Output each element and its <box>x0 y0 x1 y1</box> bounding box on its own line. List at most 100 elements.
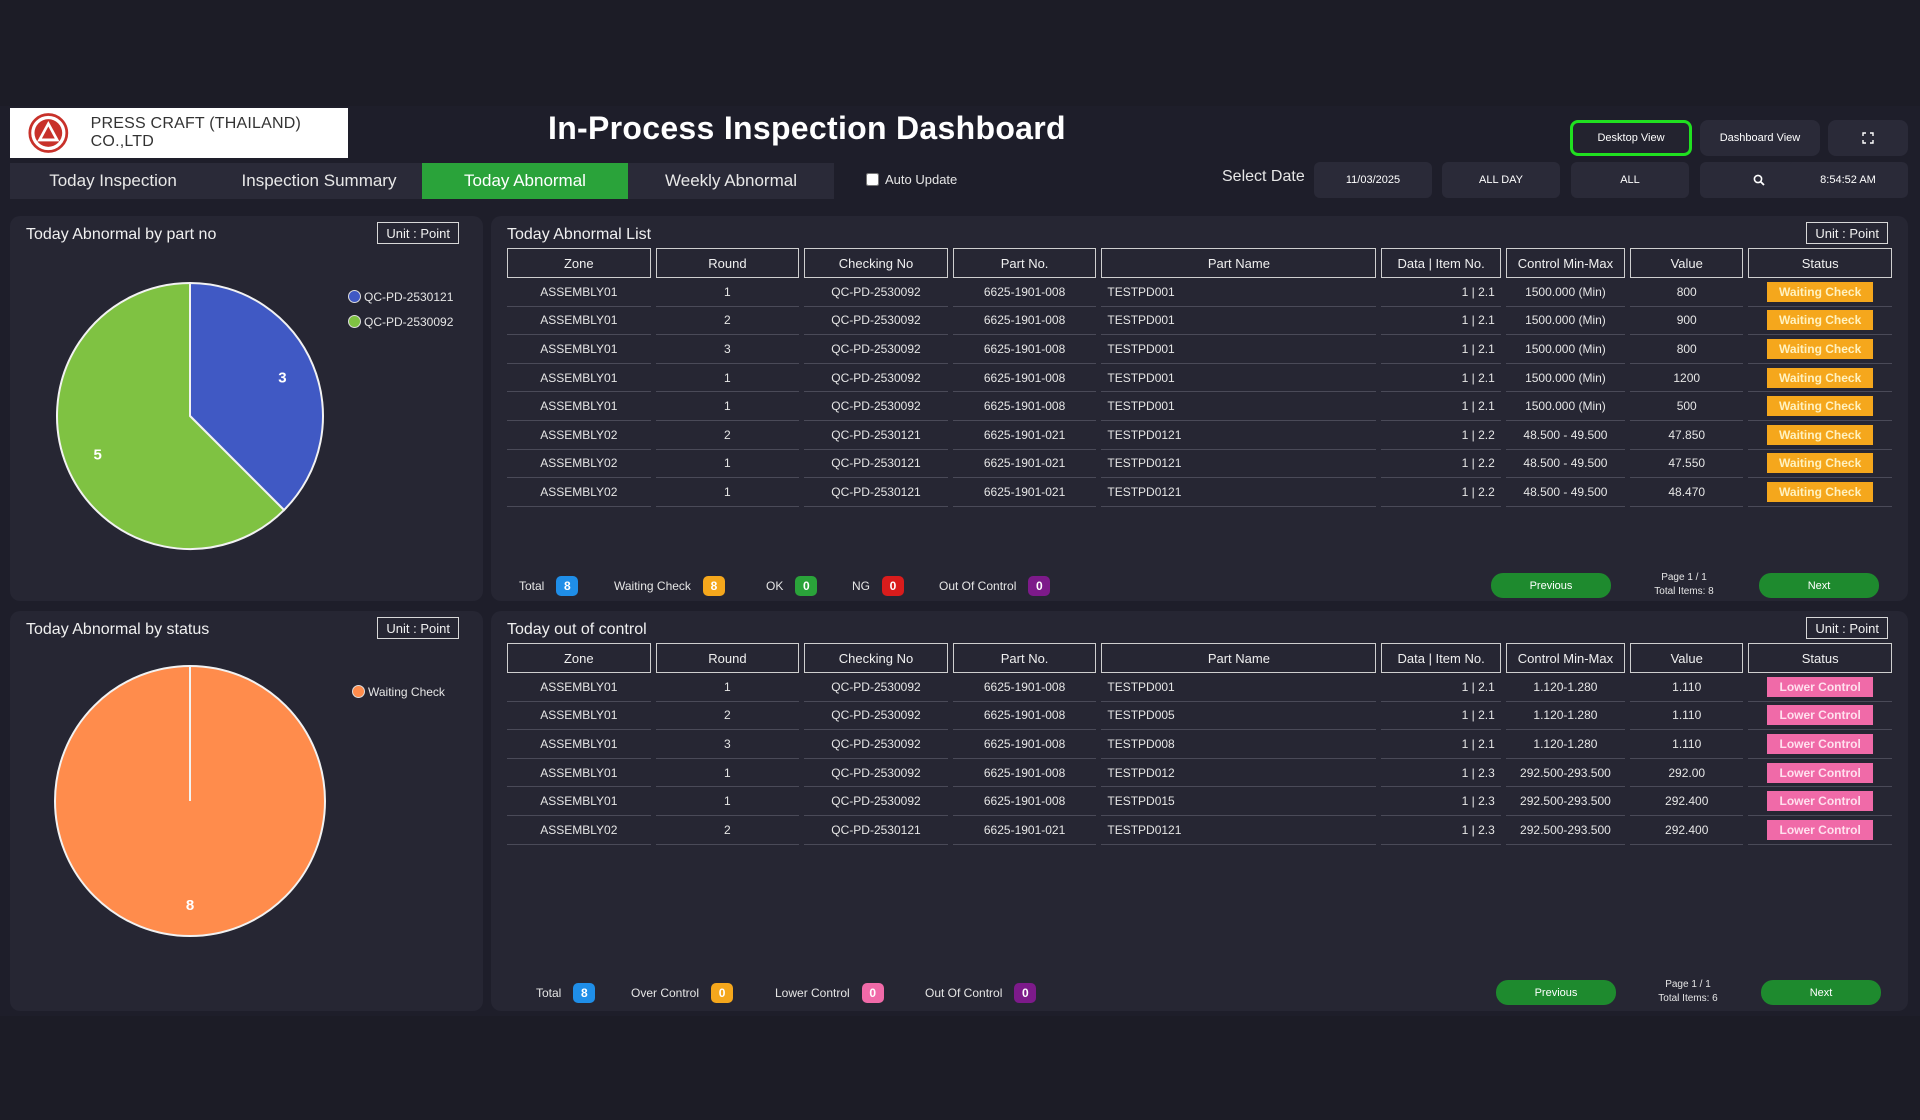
table-row[interactable]: ASSEMBLY01 2 QC-PD-2530092 6625-1901-008 TES… <box>507 702 1892 731</box>
table-cell: 292.500-293.500 <box>1505 816 1626 845</box>
tab-today-inspection[interactable]: Today Inspection <box>49 171 177 190</box>
status-cell: Waiting Check <box>1748 421 1892 450</box>
tab-weekly-abnormal[interactable]: Weekly Abnormal <box>665 171 797 190</box>
table-row[interactable]: ASSEMBLY01 3 QC-PD-2530092 6625-1901-008 TES… <box>507 730 1892 759</box>
clock-display: 8:54:52 AM <box>1788 162 1908 198</box>
table-row[interactable]: ASSEMBLY01 1 QC-PD-2530092 6625-1901-008 TES… <box>507 759 1892 788</box>
table-cell: QC-PD-2530121 <box>804 421 948 450</box>
status-badge: Waiting Check <box>1767 367 1874 388</box>
page-number: Page 1 / 1 <box>1661 572 1707 583</box>
next-button[interactable]: Next <box>1761 980 1881 1005</box>
table-cell: TESTPD001 <box>1101 307 1377 336</box>
table-row[interactable]: ASSEMBLY02 2 QC-PD-2530121 6625-1901-021 TES… <box>507 816 1892 845</box>
pie-slice[interactable] <box>189 281 324 512</box>
tab-today-abnormal[interactable]: Today Abnormal <box>422 163 628 199</box>
status-badge: Lower Control <box>1767 819 1874 840</box>
status-badge: Lower Control <box>1767 733 1874 754</box>
table-cell: 48.470 <box>1630 478 1744 507</box>
column-header: Checking No <box>804 248 948 278</box>
tab-inspection-summary[interactable]: Inspection Summary <box>241 171 397 190</box>
status-cell: Lower Control <box>1748 759 1892 788</box>
table-cell: ASSEMBLY01 <box>507 307 651 336</box>
panel-title: Today Abnormal by part no <box>26 226 217 243</box>
part-pie-chart: 35 <box>56 281 324 550</box>
ok-label: OK <box>766 579 784 593</box>
fullscreen-button[interactable] <box>1828 120 1908 156</box>
column-header: Round <box>655 248 800 278</box>
table-cell: 1 | 2.2 <box>1381 421 1501 450</box>
pie-slice[interactable] <box>56 281 286 550</box>
table-row[interactable]: ASSEMBLY01 1 QC-PD-2530092 6625-1901-008 TES… <box>507 673 1892 702</box>
status-badge: Lower Control <box>1767 676 1874 697</box>
table-cell: ASSEMBLY01 <box>507 364 651 393</box>
table-cell: ASSEMBLY02 <box>507 816 651 845</box>
table-cell: 1 | 2.3 <box>1381 816 1501 845</box>
desktop-view-button[interactable]: Desktop View <box>1570 120 1692 156</box>
status-cell: Lower Control <box>1748 730 1892 759</box>
page-title: In-Process Inspection Dashboard <box>548 110 1066 146</box>
table-cell: TESTPD012 <box>1101 759 1377 788</box>
total-label: Total <box>536 986 562 1000</box>
total-label: Total <box>519 579 545 593</box>
unit-label: Unit : Point <box>377 617 459 639</box>
table-cell: 48.500 - 49.500 <box>1505 478 1626 507</box>
previous-button[interactable]: Previous <box>1496 980 1616 1005</box>
status-badge: Lower Control <box>1767 705 1874 726</box>
status-cell: Waiting Check <box>1748 478 1892 507</box>
table-row[interactable]: ASSEMBLY01 1 QC-PD-2530092 6625-1901-008 TES… <box>507 787 1892 816</box>
zone-select[interactable]: ALL <box>1571 162 1689 198</box>
table-cell: QC-PD-2530092 <box>804 759 948 788</box>
table-cell: QC-PD-2530092 <box>804 730 948 759</box>
lower-control-count: Lower Control 0 <box>775 982 884 1004</box>
legend-item-waiting-check[interactable]: Waiting Check <box>352 679 445 704</box>
table-cell: 292.500-293.500 <box>1505 787 1626 816</box>
table-cell: TESTPD001 <box>1101 673 1377 702</box>
table-cell: QC-PD-2530121 <box>804 816 948 845</box>
table-cell: 1 | 2.1 <box>1381 278 1501 307</box>
legend-item-2530092[interactable]: QC-PD-2530092 <box>348 309 453 334</box>
table-cell: 6625-1901-008 <box>952 730 1097 759</box>
pie-data-label: 5 <box>93 446 101 463</box>
ooc-label: Out Of Control <box>939 579 1017 593</box>
table-row[interactable]: ASSEMBLY01 3 QC-PD-2530092 6625-1901-008 TES… <box>507 335 1892 364</box>
status-cell: Waiting Check <box>1748 278 1892 307</box>
table-cell: ASSEMBLY01 <box>507 392 651 421</box>
table-row[interactable]: ASSEMBLY02 2 QC-PD-2530121 6625-1901-021 TES… <box>507 421 1892 450</box>
select-date-label: Select Date <box>1222 168 1305 185</box>
auto-update-toggle[interactable]: Auto Update <box>866 172 957 187</box>
status-badge: Waiting Check <box>1767 281 1874 302</box>
dashboard-view-button[interactable]: Dashboard View <box>1700 120 1820 156</box>
table-cell: ASSEMBLY01 <box>507 673 651 702</box>
table-row[interactable]: ASSEMBLY01 1 QC-PD-2530092 6625-1901-008 TES… <box>507 278 1892 307</box>
table-cell: TESTPD0121 <box>1101 450 1377 479</box>
table-cell: 1500.000 (Min) <box>1505 335 1626 364</box>
table-cell: 1.120-1.280 <box>1505 702 1626 731</box>
previous-button[interactable]: Previous <box>1491 573 1611 598</box>
panel-title: Today Abnormal by status <box>26 621 210 638</box>
table-cell: 1 <box>655 787 800 816</box>
table-row[interactable]: ASSEMBLY02 1 QC-PD-2530121 6625-1901-021 TES… <box>507 478 1892 507</box>
table-cell: 1 | 2.1 <box>1381 364 1501 393</box>
table-cell: 3 <box>655 730 800 759</box>
table-row[interactable]: ASSEMBLY02 1 QC-PD-2530121 6625-1901-021 TES… <box>507 450 1892 479</box>
legend-item-2530121[interactable]: QC-PD-2530121 <box>348 284 453 309</box>
table-cell: ASSEMBLY01 <box>507 278 651 307</box>
table-row[interactable]: ASSEMBLY01 2 QC-PD-2530092 6625-1901-008 TES… <box>507 307 1892 336</box>
over-label: Over Control <box>631 986 700 1000</box>
table-cell: 2 <box>655 421 800 450</box>
table-row[interactable]: ASSEMBLY01 1 QC-PD-2530092 6625-1901-008 TES… <box>507 364 1892 393</box>
lower-label: Lower Control <box>775 986 850 1000</box>
date-picker[interactable]: 11/03/2025 <box>1314 162 1432 198</box>
table-row[interactable]: ASSEMBLY01 1 QC-PD-2530092 6625-1901-008 TES… <box>507 392 1892 421</box>
company-name: PRESS CRAFT (THAILAND) CO.,LTD <box>90 115 302 150</box>
status-pie-chart: 8 <box>54 665 326 937</box>
table-cell: TESTPD015 <box>1101 787 1377 816</box>
period-select[interactable]: ALL DAY <box>1442 162 1560 198</box>
total-badge: 8 <box>556 576 579 596</box>
table-cell: 1 <box>655 392 800 421</box>
over-badge: 0 <box>711 983 734 1003</box>
total-badge: 8 <box>573 983 596 1003</box>
auto-update-checkbox[interactable] <box>866 173 879 186</box>
next-button[interactable]: Next <box>1759 573 1879 598</box>
total-count: Total 8 <box>536 982 596 1004</box>
